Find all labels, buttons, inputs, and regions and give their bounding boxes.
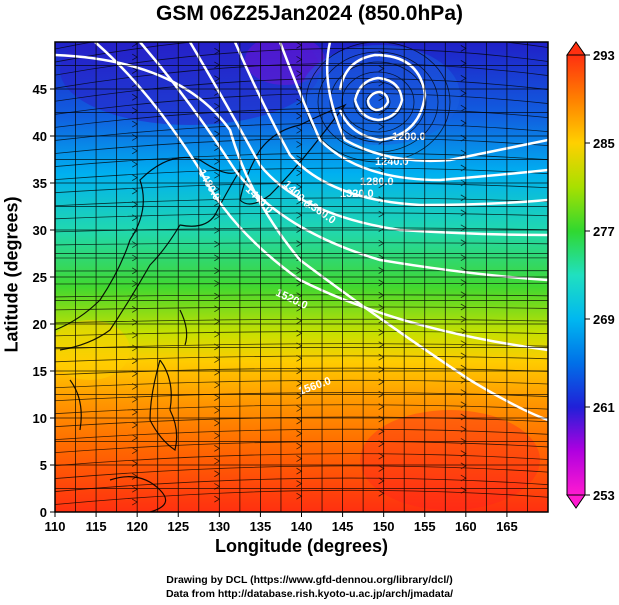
streamline bbox=[55, 343, 548, 350]
streamline bbox=[55, 122, 548, 141]
streamline-arrowhead bbox=[461, 16, 466, 22]
colorbar-max-arrow bbox=[566, 41, 586, 56]
streamline-arrowhead bbox=[379, 22, 384, 28]
streamline bbox=[55, 306, 548, 311]
colorbar-tick-label: 253 bbox=[593, 488, 615, 503]
contour-1360 bbox=[278, 42, 548, 182]
streamline bbox=[55, 416, 548, 428]
data-credit: Data from http://database.rish.kyoto-u.a… bbox=[165, 588, 454, 600]
drawing-credit: Drawing by DCL (https://www.gfd-dennou.o… bbox=[166, 574, 453, 586]
coldest-air-core bbox=[245, 42, 325, 85]
contour-1440 bbox=[188, 42, 548, 237]
colorbar-tick-label: 269 bbox=[593, 312, 615, 327]
x-tick-label: 150 bbox=[373, 519, 395, 534]
x-tick-label: 120 bbox=[126, 519, 148, 534]
contour-label-1320: 1320.0 bbox=[340, 188, 374, 200]
y-tick-label: 40 bbox=[33, 129, 47, 144]
streamline bbox=[55, 404, 548, 415]
colorbar: 253 261 269 277 285 293 bbox=[566, 41, 615, 509]
x-axis-ticks: 110 115 120 125 130 135 140 145 150 155 160 165 bbox=[45, 512, 518, 534]
cyclone-streamline bbox=[341, 71, 415, 133]
y-tick-label: 0 bbox=[40, 505, 47, 520]
cyclone-streamline bbox=[329, 61, 427, 143]
taiwan-island bbox=[179, 309, 188, 346]
streamline bbox=[55, 489, 548, 505]
colorbar-tick-label: 293 bbox=[593, 48, 615, 63]
streamline-arrowhead bbox=[214, 34, 219, 40]
contour-1520 bbox=[94, 42, 548, 352]
cyclone-streamline bbox=[317, 51, 439, 153]
streamline bbox=[55, 137, 548, 154]
streamline bbox=[55, 212, 548, 220]
y-tick-label: 5 bbox=[40, 458, 47, 473]
streamline bbox=[55, 428, 548, 441]
y-tick-label: 45 bbox=[33, 82, 47, 97]
colorbar-body bbox=[566, 54, 586, 496]
streamline bbox=[55, 355, 548, 363]
contour-1480 bbox=[139, 42, 548, 282]
contour-1560 bbox=[55, 53, 548, 422]
colorbar-ticks: 253 261 269 277 285 293 bbox=[585, 48, 615, 503]
streamline-arrowhead bbox=[297, 28, 302, 34]
colorbar-tick-label: 285 bbox=[593, 136, 615, 151]
streamline bbox=[55, 318, 548, 324]
y-tick-label: 20 bbox=[33, 317, 47, 332]
x-tick-label: 140 bbox=[291, 519, 313, 534]
x-tick-label: 160 bbox=[455, 519, 477, 534]
y-tick-label: 30 bbox=[33, 223, 47, 238]
map-title: GSM 06Z25Jan2024 (850.0hPa) bbox=[155, 2, 463, 25]
streamline bbox=[55, 331, 548, 337]
streamline bbox=[55, 197, 548, 207]
x-tick-label: 110 bbox=[45, 519, 66, 534]
streamline bbox=[55, 42, 548, 63]
streamline bbox=[55, 465, 548, 479]
streamline bbox=[55, 242, 548, 246]
x-tick-label: 145 bbox=[332, 519, 354, 534]
y-tick-label: 25 bbox=[33, 270, 47, 285]
y-tick-label: 10 bbox=[33, 411, 47, 426]
x-tick-label: 135 bbox=[250, 519, 272, 534]
streamline bbox=[55, 477, 548, 492]
streamline bbox=[55, 62, 548, 89]
contour-1320 bbox=[325, 42, 548, 163]
colorbar-min-arrow bbox=[566, 494, 586, 509]
contour-1200 bbox=[366, 90, 390, 112]
x-tick-label: 155 bbox=[414, 519, 436, 534]
cold-air-mass bbox=[60, 42, 320, 125]
contour-label-1240: 1240.0 bbox=[375, 156, 409, 168]
y-tick-label: 15 bbox=[33, 364, 47, 379]
streamline bbox=[55, 167, 548, 181]
streamline bbox=[55, 453, 548, 467]
streamline bbox=[55, 227, 548, 233]
streamline bbox=[55, 92, 548, 115]
contour-1240 bbox=[353, 76, 404, 122]
streamline-arrowhead bbox=[461, 30, 466, 36]
height-contours bbox=[55, 42, 548, 422]
streamline bbox=[55, 294, 548, 298]
y-axis-ticks: 0 5 10 15 20 25 30 35 40 45 bbox=[33, 82, 55, 520]
streamline bbox=[55, 379, 548, 389]
borneo-coast bbox=[109, 476, 167, 512]
contour-label-1200: 1200.0 bbox=[392, 131, 426, 143]
lat-lon-grid bbox=[55, 42, 548, 512]
cyclone-streamline bbox=[305, 42, 451, 163]
philippine-islands bbox=[149, 359, 178, 451]
colorbar-tick-label: 261 bbox=[593, 400, 615, 415]
contour-label-1280: 1280.0 bbox=[360, 176, 394, 188]
streamline bbox=[55, 367, 548, 376]
wind-streamlines bbox=[55, 16, 548, 506]
warm-air-patch bbox=[360, 410, 540, 510]
y-tick-label: 35 bbox=[33, 176, 47, 191]
colorbar-tick-label: 277 bbox=[593, 224, 615, 239]
map-plot-area: 1200.0 1240.0 1280.0 1320.0 1360.0 1400.… bbox=[55, 16, 548, 512]
x-tick-label: 125 bbox=[167, 519, 189, 534]
streamline bbox=[55, 152, 548, 167]
streamline bbox=[55, 77, 548, 102]
x-axis-label: Longitude (degrees) bbox=[214, 536, 388, 556]
x-tick-label: 165 bbox=[496, 519, 518, 534]
x-tick-label: 130 bbox=[208, 519, 230, 534]
x-tick-label: 115 bbox=[86, 519, 107, 534]
